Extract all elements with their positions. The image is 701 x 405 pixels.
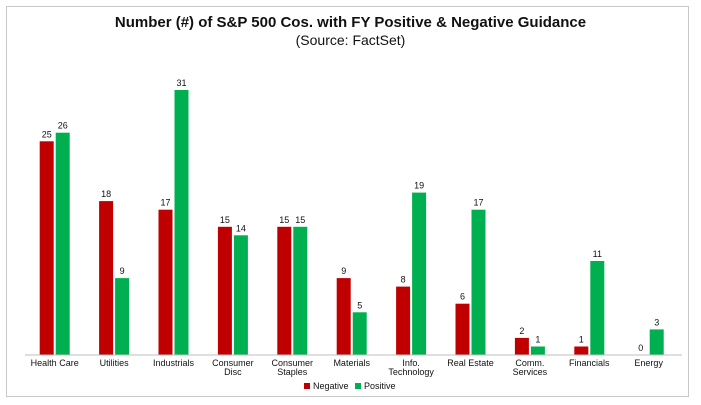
x-tick-label-6: Info. bbox=[402, 358, 420, 368]
data-label-positive-5: 5 bbox=[357, 300, 362, 310]
x-tick-label-4: Consumer bbox=[272, 358, 314, 368]
x-tick-label-5: Materials bbox=[333, 358, 370, 368]
data-label-negative-7: 6 bbox=[460, 292, 465, 302]
bar-positive-10 bbox=[649, 329, 664, 355]
data-label-negative-5: 9 bbox=[341, 266, 346, 276]
x-tick-label-9: Financials bbox=[569, 358, 610, 368]
data-label-negative-0: 25 bbox=[42, 129, 52, 139]
bar-positive-8 bbox=[530, 346, 545, 355]
chart-subtitle: (Source: FactSet) bbox=[295, 32, 406, 48]
data-label-negative-4: 15 bbox=[279, 215, 289, 225]
data-label-positive-7: 17 bbox=[473, 198, 483, 208]
data-label-positive-0: 26 bbox=[58, 121, 68, 131]
bar-negative-0 bbox=[39, 141, 54, 355]
x-tick-label-4-line-1: Staples bbox=[277, 367, 308, 377]
data-label-positive-3: 14 bbox=[236, 223, 246, 233]
legend-label-positive: Positive bbox=[364, 381, 396, 391]
x-tick-label-1: Utilities bbox=[100, 358, 130, 368]
x-tick-label-10: Energy bbox=[634, 358, 663, 368]
x-tick-label-0: Health Care bbox=[31, 358, 79, 368]
legend-label-negative: Negative bbox=[313, 381, 349, 391]
bar-negative-8 bbox=[514, 337, 529, 355]
bar-positive-1 bbox=[115, 278, 130, 355]
bar-negative-4 bbox=[277, 226, 292, 355]
legend: Negative Positive bbox=[304, 381, 396, 391]
data-label-negative-2: 17 bbox=[160, 198, 170, 208]
data-label-positive-6: 19 bbox=[414, 181, 424, 191]
bar-negative-6 bbox=[396, 286, 411, 355]
data-label-negative-3: 15 bbox=[220, 215, 230, 225]
data-label-positive-4: 15 bbox=[295, 215, 305, 225]
data-label-negative-9: 1 bbox=[579, 335, 584, 345]
bar-positive-9 bbox=[590, 261, 605, 355]
legend-swatch-positive bbox=[355, 383, 361, 389]
legend-swatch-negative bbox=[304, 383, 310, 389]
bar-positive-2 bbox=[174, 90, 189, 355]
bar-negative-9 bbox=[574, 346, 589, 355]
data-label-negative-10: 0 bbox=[638, 343, 643, 353]
data-label-positive-9: 11 bbox=[593, 249, 602, 259]
x-tick-label-6-line-1: Technology bbox=[388, 367, 434, 377]
data-label-positive-2: 31 bbox=[176, 78, 186, 88]
x-tick-label-8: Comm. bbox=[515, 358, 544, 368]
bar-negative-3 bbox=[217, 226, 232, 355]
bar-positive-0 bbox=[55, 132, 70, 355]
data-label-positive-8: 1 bbox=[535, 335, 540, 345]
bar-positive-7 bbox=[471, 209, 486, 355]
bar-negative-5 bbox=[336, 278, 351, 355]
data-label-positive-1: 9 bbox=[120, 266, 125, 276]
data-label-negative-6: 8 bbox=[401, 275, 406, 285]
x-tick-label-2: Industrials bbox=[153, 358, 195, 368]
bar-positive-6 bbox=[412, 192, 427, 355]
bar-negative-1 bbox=[99, 201, 114, 355]
x-tick-label-7: Real Estate bbox=[447, 358, 494, 368]
x-tick-label-3-line-1: Disc bbox=[224, 367, 242, 377]
tick-labels: Health Care Utilities Industrials ConsumerD… bbox=[31, 358, 664, 377]
data-label-negative-8: 2 bbox=[519, 326, 524, 336]
chart-title: Number (#) of S&P 500 Cos. with FY Posit… bbox=[114, 14, 587, 31]
bar-positive-5 bbox=[352, 312, 367, 355]
bar-negative-7 bbox=[455, 303, 470, 355]
bar-negative-2 bbox=[158, 209, 173, 355]
data-label-positive-10: 3 bbox=[654, 317, 659, 327]
bar-positive-3 bbox=[233, 235, 248, 355]
data-label-negative-1: 18 bbox=[101, 189, 111, 199]
x-tick-label-3: Consumer bbox=[212, 358, 254, 368]
x-tick-label-8-line-1: Services bbox=[513, 367, 548, 377]
bar-positive-4 bbox=[293, 226, 308, 355]
